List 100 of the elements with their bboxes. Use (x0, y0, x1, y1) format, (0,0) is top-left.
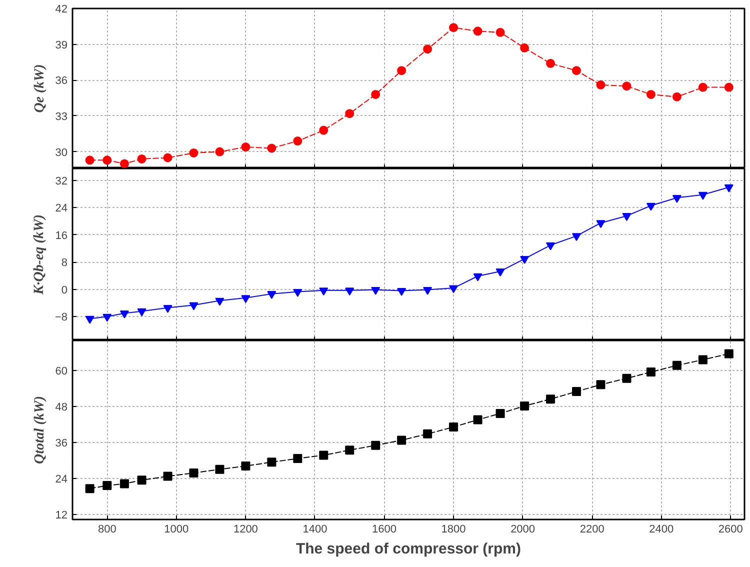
point (85, 316, 94, 324)
point (345, 288, 354, 296)
point (449, 422, 458, 432)
point (572, 387, 581, 396)
point (319, 450, 328, 460)
point (120, 159, 129, 168)
y-tick-label: 30 (55, 146, 68, 159)
point (496, 408, 505, 418)
point (137, 308, 146, 316)
point (163, 472, 172, 481)
point (241, 142, 250, 152)
y-tick-label: 60 (55, 366, 68, 378)
point (449, 285, 458, 294)
point (520, 401, 530, 410)
point (102, 156, 112, 165)
point (215, 298, 224, 306)
point (646, 90, 656, 99)
y-tick-label: −8 (54, 312, 68, 324)
point (102, 314, 112, 322)
point (596, 380, 606, 390)
point (473, 273, 482, 282)
y-tick-label: 16 (55, 230, 68, 242)
point (546, 394, 556, 404)
point (137, 476, 146, 485)
point (646, 202, 656, 211)
point (423, 286, 432, 295)
y-tick-label: 24 (55, 474, 68, 486)
point (672, 92, 682, 102)
point (496, 268, 505, 276)
point (572, 66, 581, 76)
point (189, 302, 198, 310)
y-tick-label: 48 (55, 402, 68, 414)
point (267, 458, 276, 467)
x-tick-label: 1800 (441, 524, 466, 536)
point (473, 415, 482, 424)
point (572, 233, 581, 242)
x-tick-label: 1400 (302, 524, 328, 536)
point (120, 310, 129, 318)
point (397, 436, 406, 445)
point (293, 136, 302, 146)
point (319, 288, 328, 296)
point (473, 26, 482, 36)
point (698, 192, 708, 200)
point (102, 481, 112, 490)
point (267, 144, 276, 153)
point (596, 220, 606, 228)
point (646, 368, 656, 377)
point (724, 184, 734, 192)
x-tick-label: 2400 (649, 524, 674, 536)
point (345, 109, 354, 118)
x-tick-label: 1000 (164, 524, 189, 536)
y-axis-title: Qtotal (kW) (32, 396, 48, 464)
y-tick-label: 8 (61, 257, 68, 270)
point (293, 454, 302, 464)
point (546, 58, 556, 68)
y-tick-label: 33 (55, 110, 68, 123)
y-tick-label: 32 (55, 175, 68, 188)
point (163, 153, 172, 162)
point (622, 82, 632, 91)
point (423, 429, 432, 438)
point (267, 291, 276, 299)
y-tick-label: 42 (55, 4, 68, 16)
y-axis-title: Qe (kW) (32, 64, 48, 113)
y-tick-label: 24 (55, 202, 68, 215)
x-tick-label: 2600 (718, 524, 743, 536)
point (85, 484, 94, 494)
x-axis-title: The speed of compressor (rpm) (296, 540, 522, 558)
point (496, 28, 505, 37)
point (449, 23, 458, 32)
y-tick-label: 36 (55, 75, 68, 88)
x-tick-label: 800 (98, 524, 116, 536)
y-tick-label: 36 (55, 438, 68, 450)
y-axis-title: K·Qb-eq (kW) (32, 214, 47, 296)
y-tick-label: 39 (55, 39, 68, 52)
point (672, 360, 682, 370)
point (371, 286, 380, 295)
point (189, 468, 198, 478)
point (698, 355, 708, 364)
point (724, 349, 734, 358)
point (622, 213, 632, 221)
point (371, 90, 380, 99)
point (241, 462, 250, 471)
x-tick-label: 2000 (510, 524, 536, 536)
point (120, 479, 129, 488)
x-tick-label: 2200 (580, 524, 604, 536)
point (596, 80, 606, 90)
point (215, 464, 224, 474)
point (241, 295, 250, 304)
point (520, 43, 530, 52)
y-tick-label: 0 (61, 284, 68, 296)
x-tick-label: 1200 (233, 524, 258, 536)
point (163, 304, 172, 313)
point (698, 82, 708, 92)
point (423, 44, 432, 54)
point (724, 82, 734, 92)
y-tick-label: 12 (55, 510, 68, 522)
point (622, 374, 632, 383)
point (189, 148, 198, 158)
point (319, 126, 328, 135)
point (397, 288, 406, 296)
